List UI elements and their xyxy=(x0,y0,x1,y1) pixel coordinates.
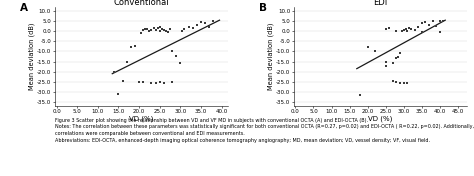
Point xyxy=(189,27,197,30)
Point xyxy=(411,29,419,32)
Point xyxy=(403,81,411,84)
Point xyxy=(382,60,390,63)
Point xyxy=(205,26,213,29)
Point xyxy=(131,45,139,48)
Point xyxy=(162,30,170,33)
X-axis label: VD (%): VD (%) xyxy=(129,116,153,122)
Point xyxy=(197,21,205,24)
Point xyxy=(432,25,440,28)
Y-axis label: Mean deviation (dB): Mean deviation (dB) xyxy=(267,23,274,90)
Point xyxy=(382,28,390,31)
Point xyxy=(392,56,400,59)
Point xyxy=(110,70,118,73)
Point xyxy=(371,50,379,53)
Point xyxy=(127,46,135,49)
Point xyxy=(439,20,447,23)
Point xyxy=(158,28,165,31)
Point xyxy=(144,28,151,31)
Point xyxy=(137,32,145,35)
Point xyxy=(156,30,164,33)
Point xyxy=(389,79,397,82)
Point xyxy=(210,20,217,23)
Point xyxy=(418,22,426,25)
Point xyxy=(139,29,147,32)
Point xyxy=(152,81,159,84)
Point xyxy=(150,27,157,30)
Point xyxy=(356,93,364,96)
Title: EDI: EDI xyxy=(373,0,387,7)
Point xyxy=(414,26,422,29)
Point xyxy=(394,55,402,58)
Point xyxy=(421,21,429,24)
Title: Conventional: Conventional xyxy=(113,0,169,7)
Point xyxy=(418,31,426,34)
Point xyxy=(160,29,168,32)
Point xyxy=(436,31,444,34)
Point xyxy=(193,24,201,27)
Point xyxy=(156,26,164,29)
Point xyxy=(403,30,411,33)
Point xyxy=(179,30,186,33)
Point xyxy=(141,28,149,31)
Point xyxy=(146,30,153,33)
Text: A: A xyxy=(20,3,28,13)
Point xyxy=(154,27,162,30)
Point xyxy=(168,80,176,83)
Point xyxy=(152,29,159,32)
Point xyxy=(436,20,444,23)
Point xyxy=(392,30,400,33)
Point xyxy=(396,52,404,55)
Point xyxy=(389,61,397,64)
Point xyxy=(168,50,176,53)
Point xyxy=(400,81,408,84)
Point xyxy=(139,80,147,83)
Point xyxy=(115,93,122,95)
Text: Figure 3 Scatter plot showing the relationship between VD and VF MD in subjects : Figure 3 Scatter plot showing the relati… xyxy=(55,118,474,143)
Point xyxy=(156,80,164,83)
Point xyxy=(402,28,410,31)
Point xyxy=(405,27,413,30)
Point xyxy=(201,22,209,25)
Point xyxy=(429,20,437,23)
Point xyxy=(400,29,408,32)
Point xyxy=(396,81,404,84)
Text: B: B xyxy=(259,3,267,13)
Point xyxy=(364,46,372,49)
Point xyxy=(166,28,174,31)
Point xyxy=(173,54,180,57)
Point xyxy=(181,28,188,31)
X-axis label: VD (%): VD (%) xyxy=(368,116,392,122)
Point xyxy=(148,81,155,84)
Point xyxy=(392,80,400,83)
Point xyxy=(164,31,172,34)
Point xyxy=(160,81,168,84)
Point xyxy=(185,26,192,29)
Point xyxy=(135,80,143,83)
Point xyxy=(148,29,155,32)
Point xyxy=(407,28,415,31)
Point xyxy=(176,61,184,64)
Point xyxy=(425,24,433,27)
Point xyxy=(123,60,130,63)
Point xyxy=(398,30,406,33)
Point xyxy=(385,27,393,30)
Point xyxy=(119,79,127,82)
Point xyxy=(382,64,390,67)
Y-axis label: Mean deviation (dB): Mean deviation (dB) xyxy=(28,23,35,90)
